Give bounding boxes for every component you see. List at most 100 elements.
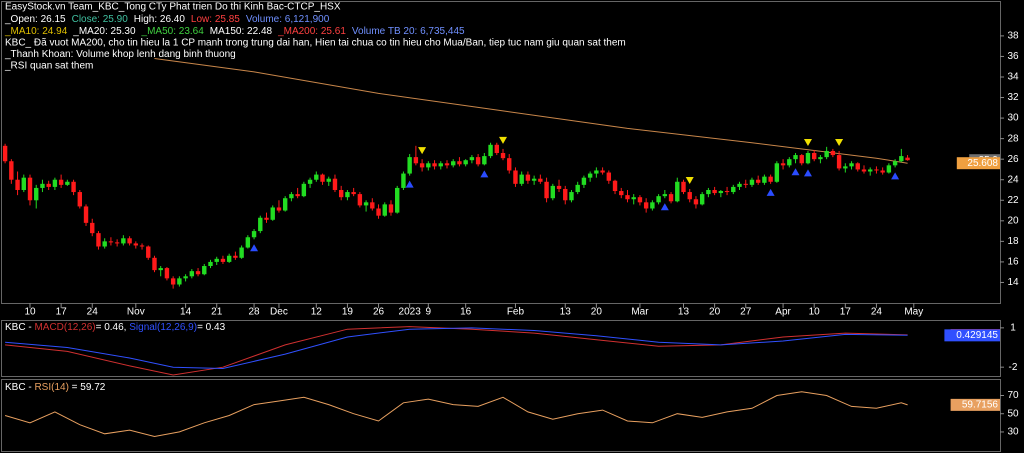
sell-signal — [803, 138, 812, 146]
candle-body — [258, 217, 263, 232]
candle-body — [787, 159, 792, 166]
candle-body — [270, 207, 275, 220]
x-tick-label: 19 — [342, 307, 354, 318]
value-tag-box — [944, 329, 1000, 342]
candle-body — [905, 157, 910, 161]
moving_averages-item: _MA200: 25.61 — [277, 26, 346, 37]
candle-body — [874, 169, 879, 171]
x-tick-label: Nov — [127, 307, 145, 318]
candle-body — [855, 163, 860, 170]
sell-signal — [685, 176, 694, 184]
title-part: = 0.43 — [197, 322, 226, 333]
buy-signal — [405, 180, 414, 188]
x-tick-label: 24 — [87, 307, 99, 318]
x-tick-label: 10 — [809, 307, 821, 318]
candle-body — [276, 207, 282, 211]
candle-body — [762, 176, 767, 183]
candle-body — [768, 176, 773, 182]
candle-body — [563, 188, 568, 201]
buy-signal — [803, 169, 812, 177]
candle-body — [830, 150, 836, 156]
candle-body — [15, 179, 20, 190]
candle-body — [370, 202, 375, 209]
candle-body — [413, 157, 419, 164]
candle-body — [195, 271, 201, 275]
y-tick-label: 24 — [1007, 174, 1019, 185]
candle-body — [34, 187, 39, 201]
value-tag: 59.7156 — [962, 400, 999, 411]
y-tick-label: 50 — [1007, 408, 1019, 419]
candle-body — [407, 157, 412, 174]
candle-body — [892, 161, 898, 166]
x-tick-label: 21 — [211, 307, 223, 318]
candle-body — [668, 194, 674, 202]
candle-body — [612, 180, 618, 192]
candle-body — [849, 163, 854, 167]
chart-title: EasyStock.vn Team_KBC_Tong CTy Phat trie… — [5, 2, 341, 13]
stats-item: Close: 25.90 — [72, 14, 129, 25]
y-tick-label: 20 — [1007, 215, 1019, 226]
candle-body — [868, 169, 873, 172]
candle-body — [525, 174, 531, 181]
note: _RSI quan sat them — [4, 61, 93, 72]
candle-body — [662, 194, 668, 197]
candle-body — [824, 150, 829, 158]
rsi-panel — [1, 379, 1001, 452]
note: KBC_ Đã vuot MA200, cho tin hieu la 1 CP… — [5, 38, 626, 49]
candle-body — [544, 181, 549, 199]
candle-body — [507, 158, 512, 171]
candle-body — [65, 181, 70, 185]
candle-body — [556, 185, 562, 189]
candle-body — [463, 160, 468, 165]
stats-item: Low: 25.85 — [191, 14, 240, 25]
panel-title: KBC - RSI(14) = 59.72 — [5, 382, 106, 393]
candle-body — [575, 184, 580, 193]
candle-body — [606, 172, 612, 181]
candle-body — [2, 145, 8, 162]
legend-entry: RSI(14) — [34, 382, 68, 393]
candle-body — [164, 268, 170, 279]
indicator-line — [4, 391, 908, 438]
moving_averages-item: _MA20: 25.30 — [72, 26, 136, 37]
candle-body — [550, 185, 555, 199]
candle-body — [438, 163, 443, 167]
ma-line — [154, 58, 908, 164]
candle-body — [494, 144, 499, 154]
candle-body — [569, 192, 574, 201]
candle-body — [488, 144, 493, 157]
y-tick-label: 22 — [1007, 195, 1019, 206]
buy-signal — [766, 188, 775, 196]
candle-body — [90, 222, 95, 234]
moving_averages-item: _MA10: 24.94 — [4, 26, 68, 37]
candle-body — [731, 186, 736, 193]
candle-body — [432, 163, 437, 167]
note: _Thanh Khoan: Volume khop lenh dang binh… — [4, 49, 236, 60]
x-tick-label: 20 — [591, 307, 603, 318]
candle-body — [170, 278, 176, 285]
candle-body — [208, 261, 213, 267]
candle-body — [587, 173, 593, 178]
candle-body — [77, 192, 82, 207]
candle-body — [581, 177, 587, 185]
candle-body — [226, 255, 232, 262]
value-tag: 25.608 — [967, 158, 998, 169]
title-part: KBC - — [5, 322, 34, 333]
candle-body — [114, 242, 120, 244]
candle-body — [843, 166, 848, 169]
candle-body — [264, 217, 269, 220]
buy-signal — [250, 244, 259, 252]
title-part: = 0.46, — [96, 322, 130, 333]
candle-body — [457, 161, 462, 165]
candle-body — [46, 183, 51, 187]
candle-body — [158, 268, 163, 271]
candle-body — [177, 278, 182, 285]
stats-item: Volume: 6,121,900 — [246, 14, 330, 25]
x-tick-label: 24 — [871, 307, 883, 318]
sell-signal — [835, 138, 844, 146]
candle-body — [388, 204, 394, 213]
y-tick-label: 1 — [1010, 323, 1016, 334]
x-tick-label: Dec — [270, 307, 288, 318]
candle-body — [357, 194, 363, 206]
